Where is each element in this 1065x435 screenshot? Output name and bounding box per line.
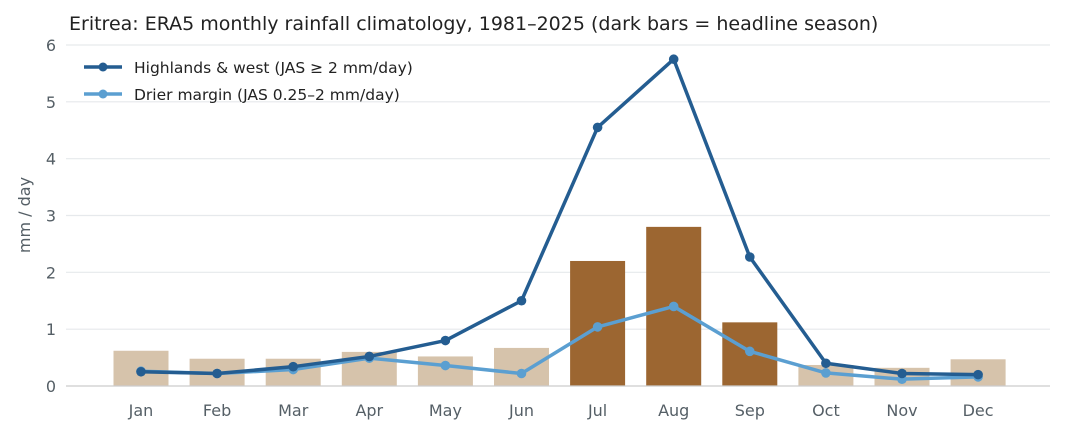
y-axis-label: mm / day (15, 177, 34, 253)
series-line-1 (140, 304, 979, 381)
x-tick-label: May (429, 401, 462, 420)
x-tick-label: Jun (508, 401, 534, 420)
x-tick-label: Feb (203, 401, 231, 420)
legend-marker-drier-margin (98, 89, 108, 99)
x-tick-label: Nov (886, 401, 917, 420)
series-0-point-jan (136, 366, 146, 377)
series-0-point-nov (897, 368, 907, 379)
x-tick-label: Sep (735, 401, 765, 420)
legend-label-drier-margin: Drier margin (JAS 0.25–2 mm/day) (134, 86, 400, 104)
x-tick-label: Apr (355, 401, 383, 420)
y-tick-label: 5 (46, 93, 56, 112)
y-tick-label: 3 (46, 207, 56, 226)
series-0-point-dec (973, 369, 983, 380)
series-0-point-may (440, 335, 451, 346)
y-tick-label: 1 (46, 320, 56, 339)
series-line-0 (140, 57, 979, 377)
chart-title: Eritrea: ERA5 monthly rainfall climatolo… (69, 13, 878, 35)
line-series-group (136, 54, 983, 384)
series-1-point-may (440, 360, 451, 371)
x-tick-label: Jul (587, 401, 607, 420)
series-0-point-oct (821, 358, 831, 369)
series-0-point-apr (364, 351, 375, 362)
series-1-point-sep (745, 346, 755, 357)
legend-label-highlands: Highlands & west (JAS ≥ 2 mm/day) (134, 59, 413, 77)
x-tick-label: Dec (963, 401, 994, 420)
y-tick-label: 2 (46, 263, 56, 282)
x-tick-label: Jan (128, 401, 154, 420)
y-tick-label: 6 (46, 36, 56, 55)
bar-jun (494, 347, 549, 386)
x-tick-label: Oct (812, 401, 840, 420)
y-tick-labels: 0 1 2 3 4 5 6 (46, 36, 56, 396)
series-0-point-jul (592, 122, 603, 133)
series-1-point-jul (592, 322, 603, 332)
x-tick-label: Mar (278, 401, 309, 420)
series-0-point-jun (516, 295, 527, 306)
series-1-point-jun (516, 368, 527, 379)
legend: Highlands & west (JAS ≥ 2 mm/day) Drier … (84, 59, 413, 104)
y-tick-label: 4 (46, 150, 56, 169)
series-0-point-sep (745, 252, 755, 262)
series-0-point-aug (668, 54, 679, 65)
series-0-point-mar (288, 361, 299, 372)
bar-group (113, 226, 1006, 386)
series-1-point-aug (668, 301, 679, 312)
y-tick-label: 0 (46, 377, 56, 396)
series-0-point-feb (212, 368, 222, 379)
x-tick-label: Aug (658, 401, 689, 420)
x-tick-labels: Jan Feb Mar Apr May Jun Jul Aug Sep Oct Nov Dec (128, 401, 994, 420)
series-1-point-oct (821, 368, 831, 378)
legend-marker-highlands (98, 62, 108, 72)
